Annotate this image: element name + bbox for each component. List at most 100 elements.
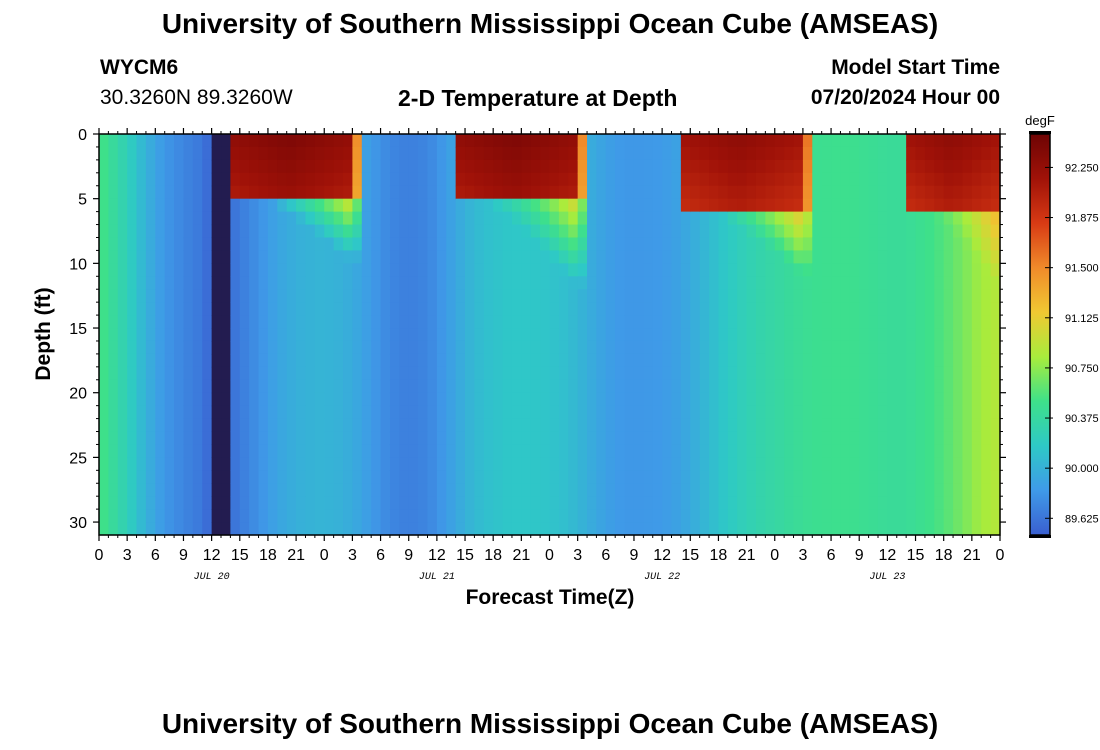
- heatmap-cell: [896, 159, 907, 174]
- heatmap-cell: [709, 276, 720, 290]
- heatmap-cell: [117, 302, 128, 316]
- heatmap-cell: [258, 379, 269, 394]
- heatmap-cell: [145, 431, 156, 446]
- heatmap-cell: [737, 289, 748, 303]
- heatmap-cell: [108, 146, 119, 161]
- heatmap-cell: [446, 405, 457, 420]
- heatmap-cell: [155, 159, 166, 174]
- heatmap-cell: [408, 457, 419, 471]
- heatmap-cell: [446, 418, 457, 433]
- heatmap-cell: [427, 405, 438, 420]
- heatmap-cell: [671, 302, 682, 316]
- heatmap-cell: [108, 172, 119, 187]
- heatmap-cell: [145, 250, 156, 264]
- heatmap-cell: [849, 198, 860, 213]
- heatmap-cell: [643, 353, 654, 368]
- heatmap-cell: [558, 431, 569, 446]
- heatmap-cell: [887, 522, 898, 536]
- heatmap-cell: [906, 237, 917, 252]
- heatmap-cell: [399, 418, 410, 433]
- heatmap-cell: [436, 172, 447, 187]
- heatmap-cell: [953, 250, 964, 264]
- heatmap-cell: [887, 250, 898, 264]
- heatmap-cell: [662, 431, 673, 446]
- heatmap-cell: [511, 366, 522, 381]
- heatmap-cell: [765, 224, 776, 239]
- heatmap-cell: [924, 328, 935, 342]
- heatmap-cell: [540, 418, 551, 433]
- heatmap-cell: [183, 418, 194, 433]
- heatmap-cell: [127, 250, 138, 264]
- heatmap-cell: [643, 483, 654, 497]
- heatmap-cell: [408, 379, 419, 394]
- heatmap-cell: [671, 315, 682, 329]
- heatmap-cell: [840, 146, 851, 161]
- heatmap-cell: [436, 392, 447, 407]
- heatmap-cell: [521, 134, 532, 148]
- heatmap-cell: [230, 470, 241, 484]
- heatmap-cell: [577, 405, 588, 420]
- heatmap-cell: [746, 263, 757, 277]
- x-tick-label: 0: [545, 547, 554, 564]
- heatmap-cell: [859, 263, 870, 277]
- heatmap-cell: [333, 224, 344, 239]
- heatmap-cell: [643, 198, 654, 213]
- heatmap-cell: [174, 250, 185, 264]
- heatmap-cell: [455, 263, 466, 277]
- heatmap-cell: [709, 146, 720, 161]
- heatmap-cell: [690, 263, 701, 277]
- heatmap-cell: [427, 483, 438, 497]
- heatmap-cell: [746, 302, 757, 316]
- heatmap-cell: [493, 263, 504, 277]
- heatmap-cell: [877, 315, 888, 329]
- heatmap-cell: [108, 418, 119, 433]
- heatmap-cell: [549, 470, 560, 484]
- heatmap-cell: [652, 418, 663, 433]
- heatmap-cell: [831, 328, 842, 342]
- heatmap-cell: [596, 315, 607, 329]
- heatmap-cell: [99, 211, 109, 226]
- heatmap-cell: [718, 379, 729, 394]
- heatmap-cell: [887, 483, 898, 497]
- heatmap-cell: [483, 366, 494, 381]
- heatmap-cell: [343, 185, 354, 200]
- colorbar-tick-label: 91.500: [1065, 263, 1099, 275]
- heatmap-cell: [465, 340, 476, 355]
- heatmap-cell: [286, 185, 297, 200]
- heatmap-cell: [296, 198, 307, 213]
- heatmap-cell: [286, 457, 297, 471]
- heatmap-cell: [239, 509, 250, 523]
- heatmap-cell: [502, 379, 513, 394]
- heatmap-cell: [934, 224, 945, 239]
- heatmap-cell: [699, 353, 710, 368]
- heatmap-cell: [943, 302, 954, 316]
- heatmap-cell: [662, 470, 673, 484]
- heatmap-cell: [558, 315, 569, 329]
- heatmap-cell: [239, 224, 250, 239]
- heatmap-cell: [389, 444, 400, 458]
- heatmap-cell: [934, 302, 945, 316]
- heatmap-cell: [474, 237, 485, 252]
- heatmap-cell: [793, 366, 804, 381]
- heatmap-cell: [221, 340, 231, 355]
- heatmap-cell: [202, 444, 213, 458]
- heatmap-cell: [896, 444, 907, 458]
- heatmap-cell: [314, 431, 325, 446]
- heatmap-cell: [277, 522, 288, 536]
- heatmap-cell: [474, 522, 485, 536]
- heatmap-cell: [821, 224, 832, 239]
- heatmap-cell: [774, 146, 785, 161]
- heatmap-cell: [709, 328, 720, 342]
- heatmap-cell: [596, 134, 607, 148]
- heatmap-cell: [230, 289, 241, 303]
- heatmap-cell: [709, 483, 720, 497]
- heatmap-cell: [521, 340, 532, 355]
- heatmap-cell: [305, 198, 316, 213]
- heatmap-cell: [793, 263, 804, 277]
- heatmap-cell: [840, 418, 851, 433]
- heatmap-cell: [962, 302, 973, 316]
- heatmap-cell: [737, 224, 748, 239]
- heatmap-cell: [333, 172, 344, 187]
- heatmap-cell: [990, 302, 1001, 316]
- heatmap-cell: [399, 224, 410, 239]
